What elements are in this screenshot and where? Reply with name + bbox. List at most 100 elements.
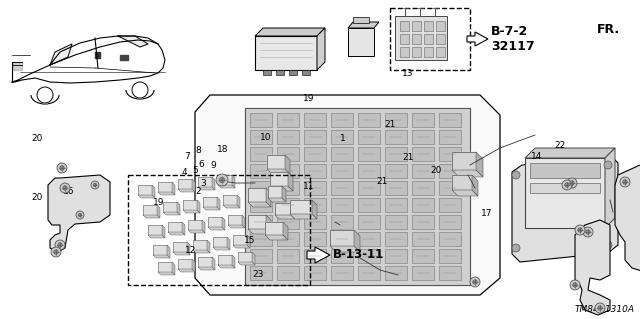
Bar [436,34,445,44]
Circle shape [91,181,99,189]
Polygon shape [173,252,190,255]
Bar [183,200,197,210]
Bar [358,130,380,144]
Polygon shape [120,55,128,60]
Bar [304,215,326,229]
Polygon shape [330,230,354,246]
Circle shape [57,163,67,173]
Bar [385,130,407,144]
Bar [358,266,380,280]
Circle shape [76,211,84,219]
Bar [412,21,421,31]
Circle shape [564,183,569,187]
Polygon shape [163,212,180,215]
Bar [193,240,207,250]
Bar [424,47,433,57]
Bar [248,215,266,229]
Polygon shape [270,186,293,191]
Circle shape [63,186,67,190]
Bar [304,164,326,178]
Text: 17: 17 [481,209,492,218]
Bar [163,202,177,212]
Polygon shape [270,172,288,186]
Polygon shape [307,247,330,263]
Bar [277,249,299,263]
Circle shape [78,213,82,217]
Polygon shape [178,269,195,272]
Bar [358,232,380,246]
Bar [304,147,326,161]
Polygon shape [192,259,195,272]
Bar [358,198,380,212]
Text: 19: 19 [153,198,164,207]
Polygon shape [178,189,195,192]
Polygon shape [452,152,476,170]
Text: 21: 21 [385,120,396,129]
Polygon shape [452,190,478,196]
Text: 5: 5 [193,166,198,175]
Bar [331,147,353,161]
Bar [158,182,172,192]
Polygon shape [157,205,160,218]
Polygon shape [255,28,325,36]
Polygon shape [354,230,360,252]
Polygon shape [575,220,610,315]
Polygon shape [222,217,225,230]
Polygon shape [118,36,148,47]
Text: 15: 15 [244,236,255,245]
Polygon shape [172,262,175,275]
Bar [412,147,434,161]
Bar [198,257,212,267]
Bar [400,34,409,44]
Bar [331,113,353,127]
Text: 13: 13 [402,69,413,78]
Bar [178,179,192,189]
Bar [385,266,407,280]
Bar [439,266,461,280]
Bar [358,147,380,161]
Text: 1: 1 [340,134,345,143]
Polygon shape [187,242,190,255]
Polygon shape [198,187,215,190]
Polygon shape [245,108,470,285]
Bar [228,215,242,225]
Polygon shape [153,255,170,258]
Bar [208,217,222,227]
Text: TM84B1310A: TM84B1310A [575,305,635,314]
Circle shape [55,240,65,250]
Polygon shape [218,265,235,268]
Bar [250,164,272,178]
Circle shape [51,247,61,257]
Circle shape [60,183,70,193]
Polygon shape [138,195,155,198]
Bar [348,28,374,56]
Bar [270,172,288,186]
Polygon shape [267,169,290,174]
Polygon shape [13,62,22,70]
Bar [148,225,162,235]
Polygon shape [285,155,290,174]
Polygon shape [172,182,175,195]
Bar [412,164,434,178]
Polygon shape [238,262,255,265]
Text: 19: 19 [303,94,315,103]
Polygon shape [265,222,283,235]
Bar [268,186,282,198]
Bar [412,266,434,280]
Bar [245,108,470,285]
Bar [400,47,409,57]
Bar [412,198,434,212]
Polygon shape [472,175,478,196]
Bar [277,232,299,246]
Circle shape [60,166,64,170]
Text: 11: 11 [303,182,315,191]
Bar [436,47,445,57]
Bar [330,230,354,246]
Bar [412,249,434,263]
Polygon shape [198,267,215,270]
Circle shape [583,227,593,237]
Text: 16: 16 [63,187,75,196]
Bar [250,130,272,144]
Text: FR.: FR. [597,23,620,36]
Polygon shape [152,185,155,198]
